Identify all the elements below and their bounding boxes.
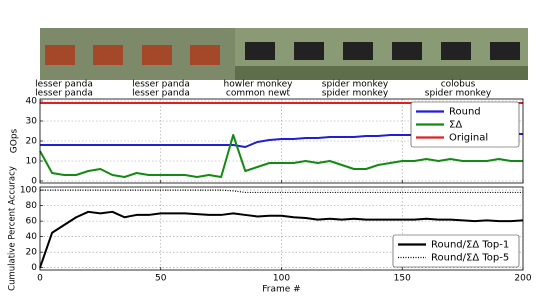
- y-tick-label: 10: [26, 157, 38, 167]
- series-line: [40, 189, 523, 194]
- y-tick-label: 60: [26, 217, 38, 227]
- frame-label: spider monkey: [322, 89, 389, 99]
- frame-image: [190, 45, 220, 65]
- frame-label: lesser panda: [132, 89, 190, 99]
- frame-image: [343, 42, 373, 60]
- y-tick-label: 0: [31, 177, 37, 187]
- legend-box: [410, 101, 520, 148]
- x-tick-label: 0: [37, 274, 43, 284]
- frame-image: [142, 45, 172, 65]
- frame-image: [245, 42, 275, 60]
- y-tick-label: 100: [20, 186, 37, 196]
- series-line: [39, 134, 523, 178]
- frame-strip: [40, 28, 528, 80]
- legend-label: Original: [449, 133, 488, 144]
- legend: Round ΣΔ Original: [410, 101, 520, 148]
- frame-label: lesser panda: [132, 80, 190, 90]
- legend-label: ΣΔ: [449, 120, 462, 131]
- frame-label: common newt: [226, 89, 291, 99]
- x-tick-label: 150: [394, 274, 411, 284]
- axes-frame: [39, 98, 524, 184]
- y-tick-label: 40: [26, 97, 38, 107]
- legend-label: Round/ΣΔ Top-1: [431, 240, 509, 251]
- x-tick-label: 100: [273, 274, 290, 284]
- frame-label: howler monkey: [224, 80, 294, 90]
- x-axis-label: Frame #: [262, 285, 300, 295]
- frame-image: [392, 42, 422, 60]
- frame-label: lesser panda: [35, 89, 93, 99]
- y-axis-label: Cumulative Percent Accuracy: [8, 166, 18, 291]
- frame-image: [294, 42, 324, 60]
- legend-box: [392, 234, 520, 268]
- legend-label: Round: [449, 107, 481, 118]
- frame-image: [441, 42, 471, 60]
- frame-label: spider monkey: [425, 89, 492, 99]
- y-tick-label: 30: [26, 117, 38, 127]
- legend: Round/ΣΔ Top-1 Round/ΣΔ Top-5: [392, 234, 520, 268]
- y-tick-label: 40: [26, 232, 38, 242]
- axes-frame: [39, 186, 524, 271]
- y-axis-label: GOps: [10, 128, 20, 153]
- frame-image: [93, 45, 123, 65]
- y-tick-label: 20: [26, 248, 38, 258]
- legend-label: Round/ΣΔ Top-5: [431, 253, 509, 264]
- series-line: [39, 210, 524, 268]
- y-tick-label: 80: [26, 201, 38, 211]
- frame-image: [235, 66, 528, 80]
- y-tick-label: 0: [31, 263, 37, 273]
- frame-image: [45, 45, 75, 65]
- frame-label: colobus: [441, 80, 476, 90]
- frame-label: spider monkey: [322, 80, 389, 90]
- y-tick-label: 20: [26, 137, 38, 147]
- frame-image: [490, 42, 520, 60]
- frame-label: lesser panda: [35, 80, 93, 90]
- x-tick-label: 50: [155, 274, 167, 284]
- x-tick-label: 200: [514, 274, 531, 284]
